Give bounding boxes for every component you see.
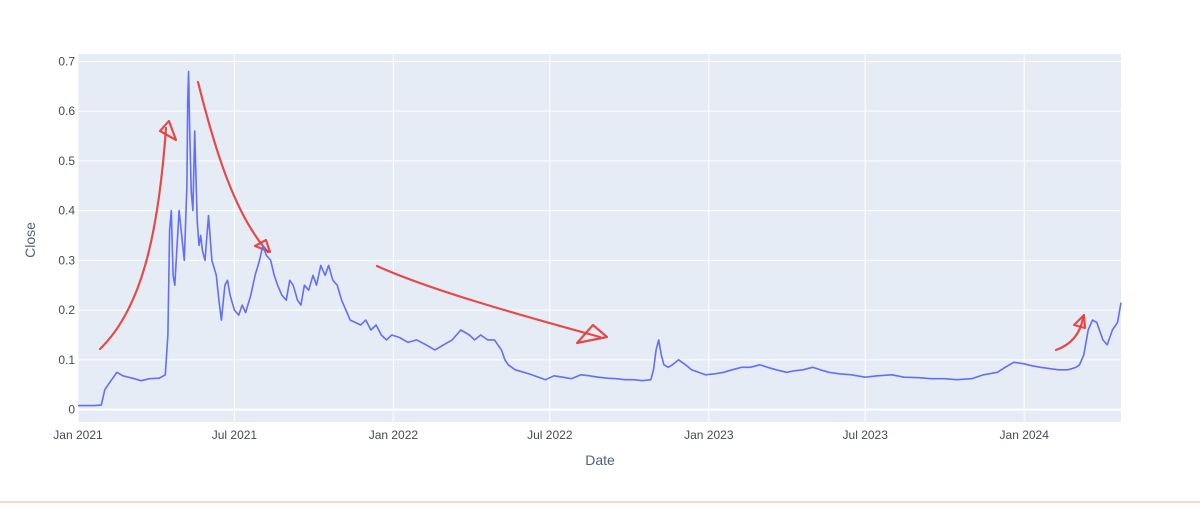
x-axis-ticks: Jan 2021 Jul 2021 Jan 2022 Jul 2022 Jan 2023… <box>53 428 1049 442</box>
y-tick-label: 0.6 <box>58 104 75 118</box>
annotations <box>98 80 1087 352</box>
y-tick-label: 0.5 <box>58 154 75 168</box>
recent-rise-arrow-head <box>1072 313 1087 330</box>
y-axis-ticks: 0 0.1 0.2 0.3 0.4 0.5 0.6 0.7 <box>58 54 75 416</box>
y-tick-label: 0 <box>68 403 75 417</box>
rise-arrow-head <box>158 119 178 142</box>
gridlines <box>77 54 1121 422</box>
x-tick-label: Jul 2023 <box>843 428 889 442</box>
bottom-border <box>0 501 1200 503</box>
y-tick-label: 0.4 <box>58 204 75 218</box>
y-tick-label: 0.3 <box>58 253 75 267</box>
y-tick-label: 0.7 <box>58 54 75 68</box>
series-layer <box>78 70 1122 407</box>
x-tick-label: Jul 2021 <box>212 428 258 442</box>
y-tick-label: 0.1 <box>58 353 75 367</box>
decline-arrow <box>375 264 602 339</box>
y-axis-title: Close <box>22 222 38 258</box>
decline-arrow-head <box>575 323 609 345</box>
x-axis-title: Date <box>585 452 615 468</box>
x-tick-label: Jan 2023 <box>684 428 734 442</box>
x-tick-label: Jul 2022 <box>527 428 573 442</box>
x-tick-label: Jan 2024 <box>1000 428 1050 442</box>
series-line <box>78 70 1122 407</box>
x-tick-label: Jan 2022 <box>369 428 419 442</box>
drop-arrow <box>196 80 270 254</box>
x-tick-label: Jan 2021 <box>53 428 103 442</box>
plot-background <box>78 54 1121 422</box>
rise-arrow <box>98 126 168 351</box>
recent-rise-arrow <box>1054 316 1085 352</box>
y-tick-label: 0.2 <box>58 303 75 317</box>
